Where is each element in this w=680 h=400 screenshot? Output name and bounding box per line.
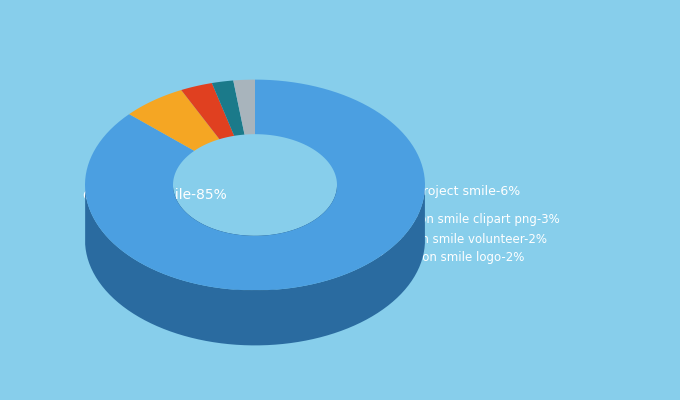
Text: operation smile clipart png-3%: operation smile clipart png-3% xyxy=(377,214,560,226)
Polygon shape xyxy=(212,80,245,136)
Polygon shape xyxy=(129,90,220,151)
Polygon shape xyxy=(85,188,425,345)
Text: project smile-6%: project smile-6% xyxy=(415,186,521,198)
Polygon shape xyxy=(182,83,234,139)
Text: operation smile logo-2%: operation smile logo-2% xyxy=(380,252,524,264)
Polygon shape xyxy=(233,80,255,134)
Text: operation smile volunteer-2%: operation smile volunteer-2% xyxy=(373,234,547,246)
Text: operation smile-85%: operation smile-85% xyxy=(83,188,227,202)
Polygon shape xyxy=(173,187,337,291)
Polygon shape xyxy=(85,80,425,290)
